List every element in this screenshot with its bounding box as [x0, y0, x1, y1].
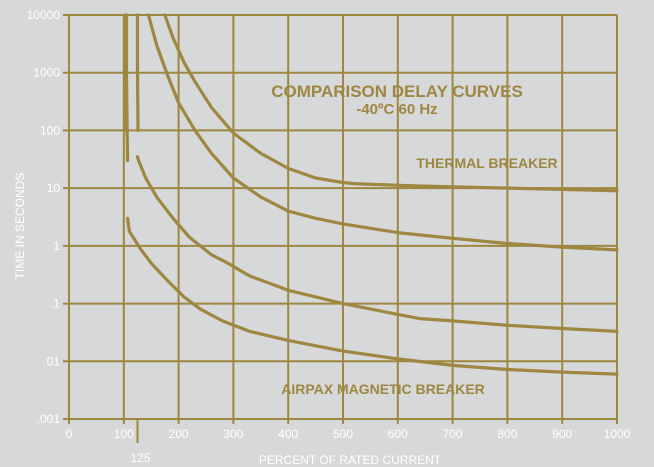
- y-tick-label: .1: [50, 297, 60, 311]
- tick-labels: 0 100 200 300 400 500 600 700 800 900 1000 125 10000…: [27, 8, 631, 465]
- y-tick-label: 10000: [27, 8, 61, 22]
- x-tick-label: 400: [278, 427, 298, 441]
- thermal-breaker-label: THERMAL BREAKER: [416, 155, 557, 171]
- delay-curve-5: [135, 155, 619, 333]
- x-tick-label: 300: [223, 427, 243, 441]
- x-tick-label: 600: [388, 427, 408, 441]
- x-tick-label: 0: [66, 427, 73, 441]
- x-tick-label: 1000: [604, 427, 631, 441]
- y-axis-title: TIME IN SECONDS: [13, 173, 27, 280]
- y-tick-label: .01: [43, 354, 60, 368]
- x-tick-label: 200: [169, 427, 189, 441]
- y-tick-label: .001: [37, 412, 61, 426]
- delay-curve-4: [125, 216, 619, 376]
- delay-curve-2: [124, 13, 130, 163]
- x-tick-label: 900: [552, 427, 572, 441]
- x-tick-label: 700: [443, 427, 463, 441]
- chart-subtitle: -40ºC 60 Hz: [356, 101, 437, 118]
- chart-title: COMPARISON DELAY CURVES: [271, 82, 523, 101]
- x-tick-label: 100: [114, 427, 134, 441]
- y-tick-label: 10: [47, 181, 61, 195]
- airpax-magnetic-breaker-label: AIRPAX MAGNETIC BREAKER: [281, 381, 485, 397]
- x-tick-label: 500: [333, 427, 353, 441]
- delay-curve-7: [163, 13, 619, 193]
- y-tick-label: 100: [40, 123, 60, 137]
- curves: [123, 13, 619, 376]
- y-tick-label: 1000: [33, 66, 60, 80]
- delay-curve-6: [146, 13, 619, 252]
- x-tick-label: 800: [497, 427, 517, 441]
- grid: [63, 14, 618, 443]
- y-tick-label: 1: [53, 239, 60, 253]
- x-axis-title: PERCENT OF RATED CURRENT: [259, 453, 442, 467]
- delay-curve-3: [135, 13, 140, 132]
- x-tick-label-125: 125: [130, 451, 150, 465]
